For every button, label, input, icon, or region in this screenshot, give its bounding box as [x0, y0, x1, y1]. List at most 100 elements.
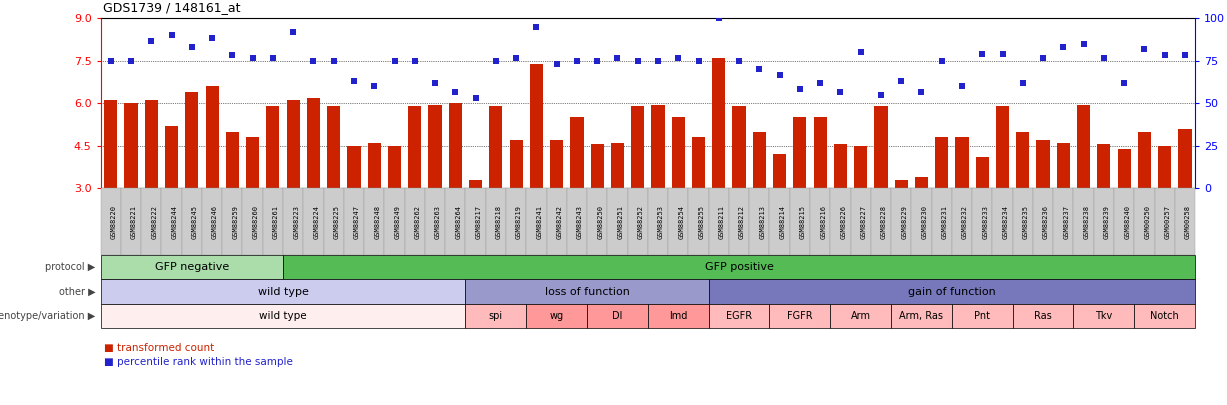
- Point: [1014, 80, 1033, 87]
- Text: GSM88262: GSM88262: [415, 205, 421, 239]
- Text: GSM88251: GSM88251: [617, 205, 623, 239]
- Text: protocol ▶: protocol ▶: [45, 262, 96, 272]
- Point: [871, 92, 891, 98]
- Bar: [935, 137, 948, 188]
- Point: [1033, 55, 1053, 61]
- Text: GSM88228: GSM88228: [881, 205, 887, 239]
- Bar: [1097, 145, 1110, 188]
- Point: [1114, 80, 1134, 87]
- Text: gain of function: gain of function: [908, 287, 996, 296]
- Text: GSM88211: GSM88211: [719, 205, 725, 239]
- Text: GFP positive: GFP positive: [704, 262, 773, 272]
- Bar: [894, 180, 908, 188]
- Bar: [975, 157, 989, 188]
- Text: wg: wg: [550, 311, 563, 321]
- Text: genotype/variation ▶: genotype/variation ▶: [0, 311, 96, 321]
- Text: GSM00257: GSM00257: [1164, 205, 1171, 239]
- Bar: [469, 180, 482, 188]
- Point: [202, 35, 222, 41]
- Bar: [834, 145, 847, 188]
- Point: [141, 38, 161, 44]
- Point: [750, 66, 769, 72]
- Text: GSM88243: GSM88243: [577, 205, 583, 239]
- Point: [588, 58, 607, 64]
- Bar: [428, 104, 442, 188]
- Text: GDS1739 / 148161_at: GDS1739 / 148161_at: [103, 1, 240, 14]
- Bar: [671, 117, 685, 188]
- Text: Dl: Dl: [612, 311, 622, 321]
- Point: [607, 55, 627, 61]
- Text: Arm: Arm: [850, 311, 871, 321]
- Bar: [631, 106, 644, 188]
- Text: GSM88223: GSM88223: [293, 205, 299, 239]
- Bar: [875, 106, 887, 188]
- Point: [831, 89, 850, 95]
- Point: [486, 58, 506, 64]
- Point: [405, 58, 425, 64]
- Point: [688, 58, 708, 64]
- Text: ■ transformed count: ■ transformed count: [104, 343, 215, 353]
- Point: [182, 43, 201, 50]
- Point: [547, 60, 567, 67]
- Bar: [164, 126, 178, 188]
- Text: GSM88212: GSM88212: [739, 205, 745, 239]
- Point: [628, 58, 648, 64]
- Text: GSM88231: GSM88231: [942, 205, 947, 239]
- Text: GSM88235: GSM88235: [1023, 205, 1028, 239]
- Text: GSM88214: GSM88214: [779, 205, 785, 239]
- Bar: [449, 103, 461, 188]
- Text: GSM88250: GSM88250: [598, 205, 604, 239]
- Text: GSM88215: GSM88215: [800, 205, 806, 239]
- Text: GSM88224: GSM88224: [313, 205, 319, 239]
- Point: [729, 58, 748, 64]
- Point: [709, 15, 729, 21]
- Bar: [104, 100, 118, 188]
- Point: [426, 80, 445, 87]
- Text: GSM88249: GSM88249: [395, 205, 400, 239]
- Point: [850, 49, 870, 55]
- Point: [324, 58, 344, 64]
- Bar: [490, 106, 502, 188]
- Text: GSM88238: GSM88238: [1083, 205, 1090, 239]
- Text: GSM88219: GSM88219: [517, 205, 523, 239]
- Text: spi: spi: [488, 311, 503, 321]
- Bar: [185, 92, 199, 188]
- Text: GSM88244: GSM88244: [172, 205, 178, 239]
- Text: GSM88254: GSM88254: [679, 205, 685, 239]
- Text: GSM88232: GSM88232: [962, 205, 968, 239]
- Text: GSM88253: GSM88253: [658, 205, 664, 239]
- Text: GSM88260: GSM88260: [253, 205, 259, 239]
- Text: GSM88236: GSM88236: [1043, 205, 1049, 239]
- Text: GSM88213: GSM88213: [760, 205, 766, 239]
- Bar: [814, 117, 827, 188]
- Text: GSM88239: GSM88239: [1104, 205, 1110, 239]
- Text: GSM88227: GSM88227: [860, 205, 866, 239]
- Text: lmd: lmd: [669, 311, 687, 321]
- Text: GSM88222: GSM88222: [151, 205, 157, 239]
- Point: [222, 52, 242, 58]
- Bar: [1118, 149, 1131, 188]
- Point: [891, 77, 910, 84]
- Bar: [752, 132, 766, 188]
- Bar: [652, 104, 665, 188]
- Bar: [571, 117, 584, 188]
- Text: GSM00258: GSM00258: [1185, 205, 1191, 239]
- Point: [101, 58, 120, 64]
- Bar: [287, 100, 299, 188]
- Point: [1135, 46, 1155, 53]
- Point: [162, 32, 182, 38]
- Bar: [307, 98, 320, 188]
- Point: [1094, 55, 1114, 61]
- Text: GSM88226: GSM88226: [840, 205, 847, 239]
- Text: GSM88233: GSM88233: [983, 205, 988, 239]
- Point: [933, 58, 952, 64]
- Bar: [388, 146, 401, 188]
- Text: GSM88237: GSM88237: [1064, 205, 1070, 239]
- Text: GSM00250: GSM00250: [1145, 205, 1151, 239]
- Text: GSM88245: GSM88245: [191, 205, 198, 239]
- Text: GSM88225: GSM88225: [334, 205, 340, 239]
- Point: [1074, 40, 1093, 47]
- Point: [769, 72, 789, 78]
- Point: [507, 55, 526, 61]
- Point: [1175, 52, 1195, 58]
